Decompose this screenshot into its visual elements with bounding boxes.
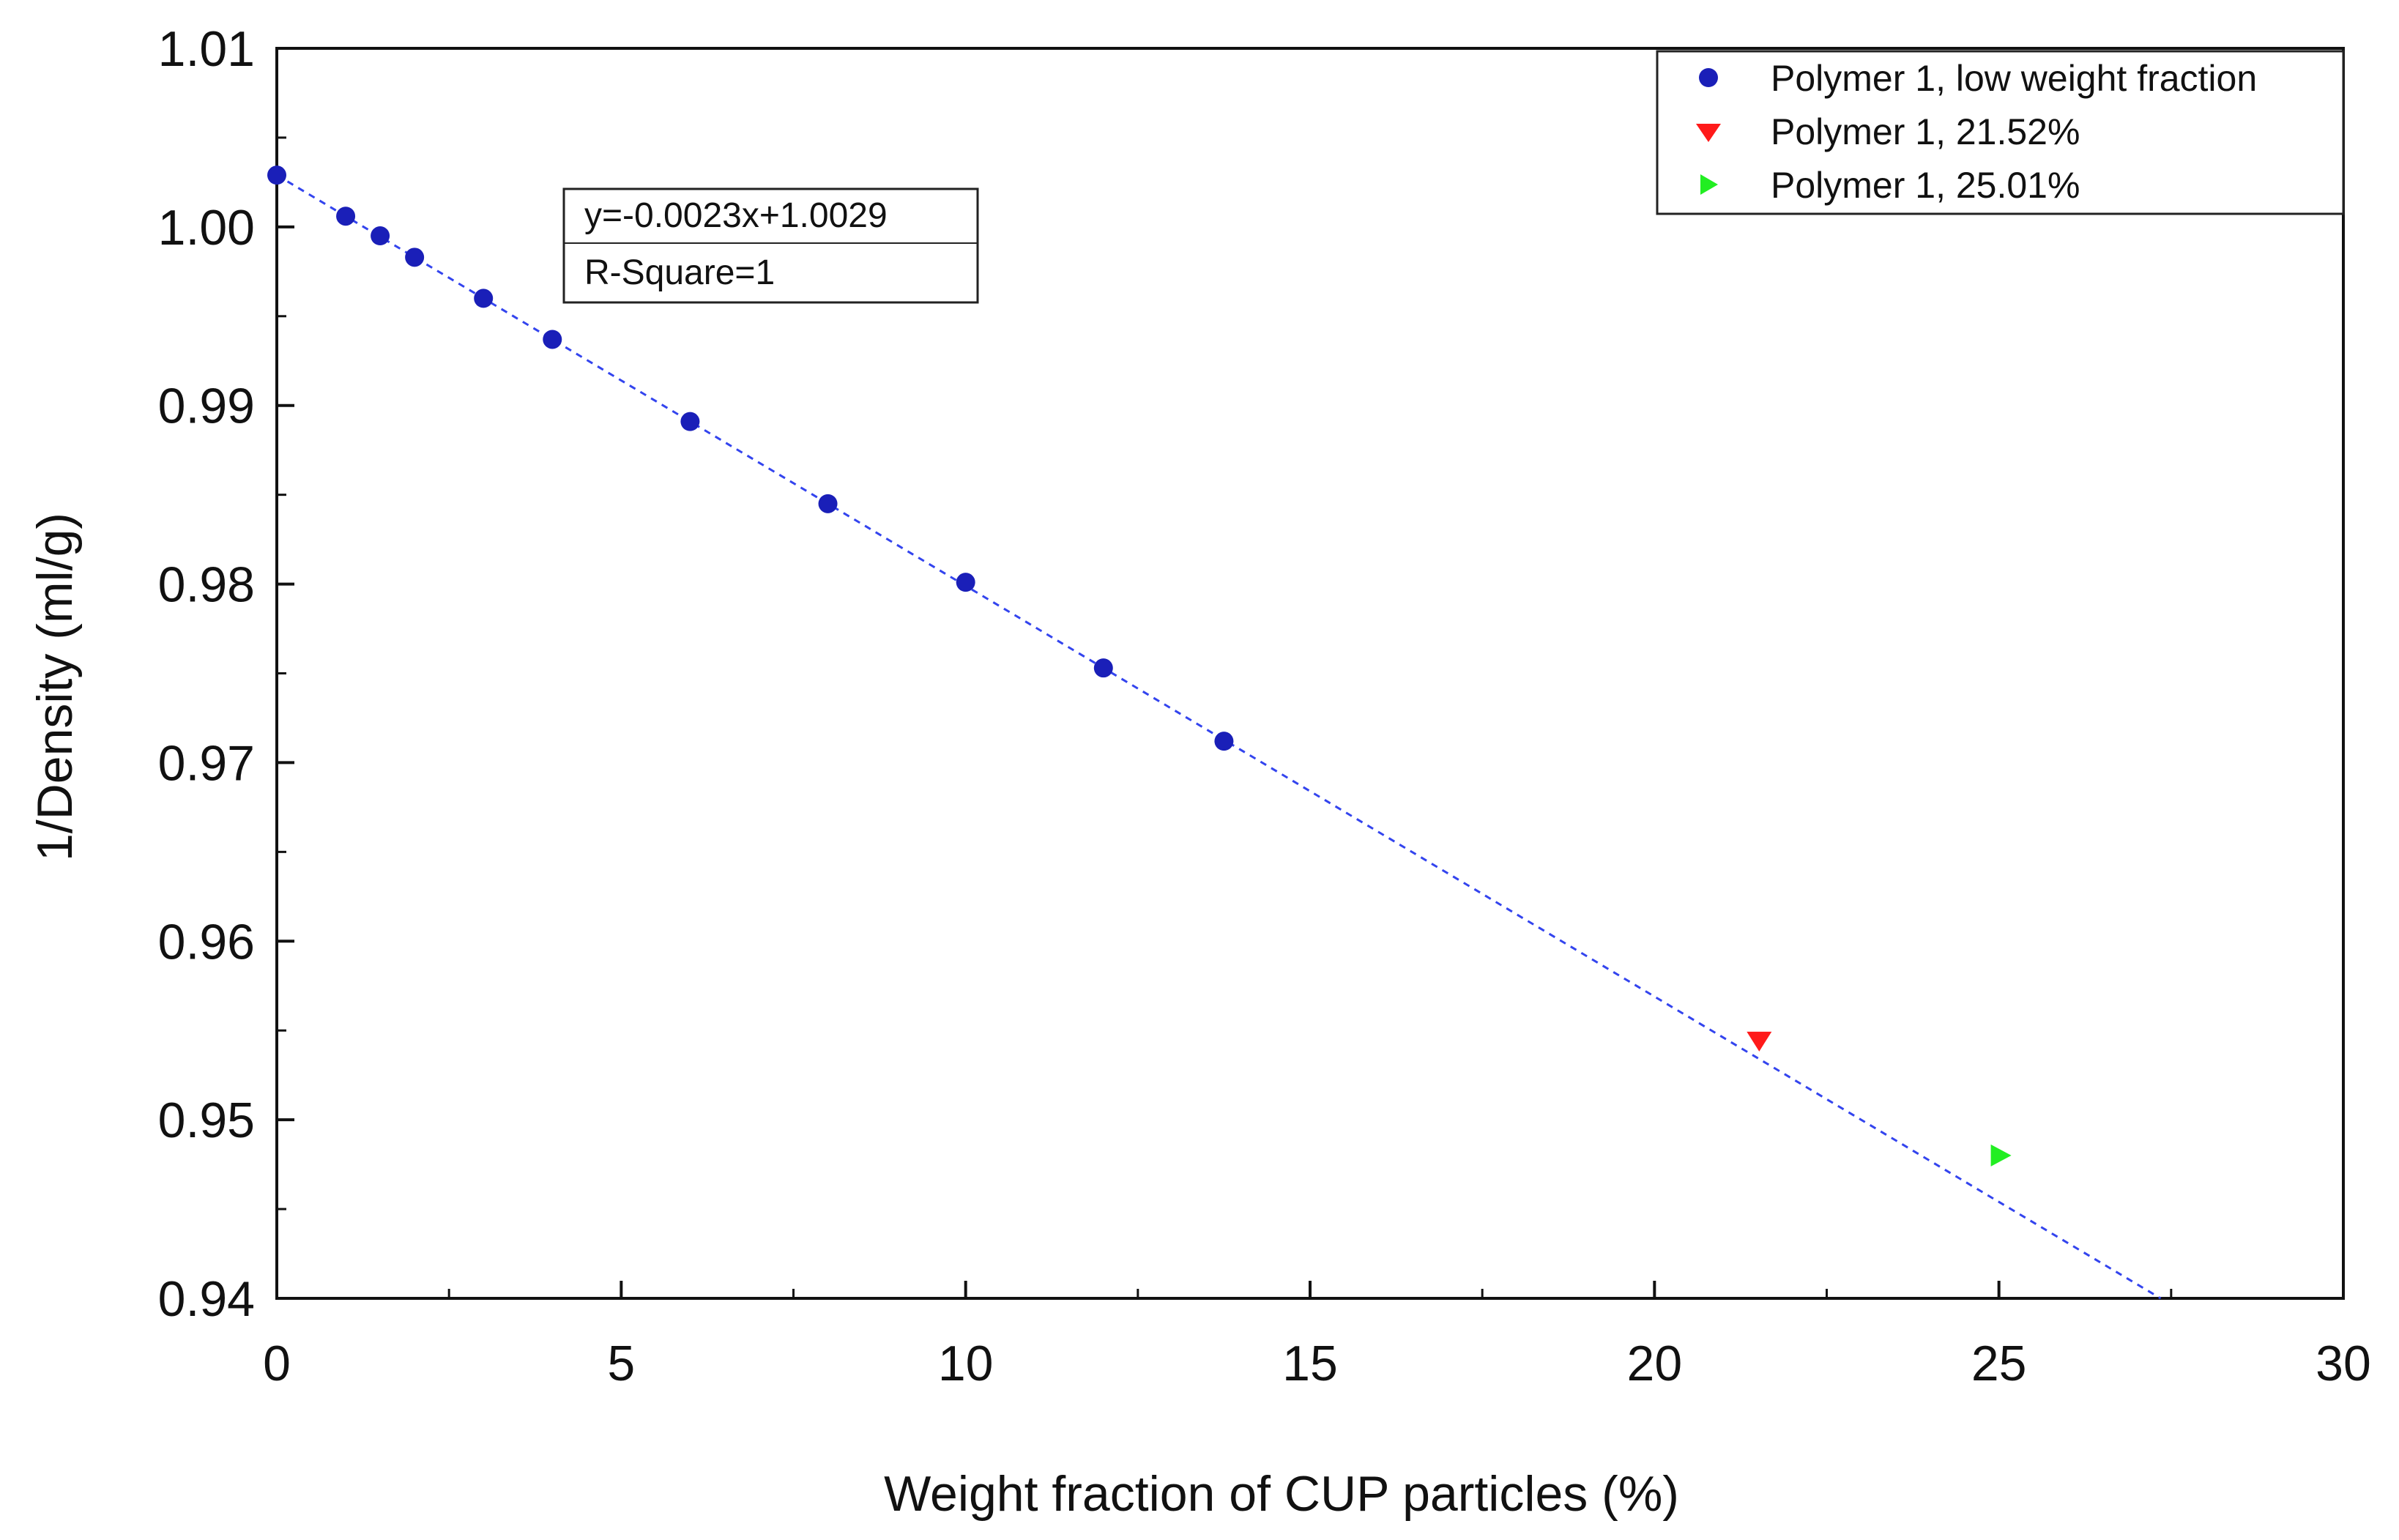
- legend-frame: [1656, 50, 2345, 215]
- y-tick-label: 0.96: [158, 914, 255, 970]
- x-tick-label: 0: [263, 1336, 291, 1391]
- x-tick-label: 15: [1282, 1336, 1338, 1391]
- x-tick-label: 10: [938, 1336, 994, 1391]
- fit-equation-box: y=-0.0023x+1.0029 R-Square=1: [562, 187, 979, 304]
- data-point-low-weight: [474, 289, 494, 308]
- points-layer: [267, 165, 2012, 1167]
- x-tick-label: 20: [1627, 1336, 1683, 1391]
- data-point-21-52: [1747, 1031, 1772, 1052]
- y-tick-label: 0.94: [158, 1271, 255, 1327]
- data-point-low-weight: [543, 330, 562, 349]
- x-axis-title: Weight fraction of CUP particles (%): [884, 1466, 1679, 1522]
- y-tick-label: 0.99: [158, 379, 255, 434]
- data-point-low-weight: [1214, 732, 1234, 751]
- legend-marker-low-weight: [1699, 68, 1718, 87]
- data-point-25-01: [1990, 1144, 2012, 1167]
- fit-box-frame: [562, 187, 979, 304]
- legend-label-21-52: Polymer 1, 21.52%: [1771, 111, 2080, 152]
- legend-marker-21-52: [1696, 124, 1721, 142]
- data-point-low-weight: [371, 226, 390, 246]
- legend-label-low-weight: Polymer 1, low weight fraction: [1771, 58, 2257, 99]
- y-tick-label: 0.98: [158, 557, 255, 613]
- data-point-low-weight: [680, 412, 700, 431]
- y-axis-title: 1/Density (ml/g): [27, 513, 83, 861]
- data-point-low-weight: [1093, 658, 1113, 678]
- data-point-low-weight: [956, 573, 975, 592]
- legend-label-25-01: Polymer 1, 25.01%: [1771, 165, 2080, 206]
- data-point-low-weight: [267, 165, 286, 185]
- legend: Polymer 1, low weight fraction Polymer 1…: [1656, 50, 2345, 215]
- data-point-low-weight: [405, 248, 425, 267]
- fit-r-square: R-Square=1: [584, 253, 775, 292]
- data-point-low-weight: [336, 207, 356, 226]
- x-tick-label: 30: [2316, 1336, 2371, 1391]
- fit-equation: y=-0.0023x+1.0029: [584, 196, 888, 235]
- y-tick-label: 1.01: [158, 21, 255, 77]
- x-tick-label: 5: [607, 1336, 635, 1391]
- y-tick-label: 0.95: [158, 1093, 255, 1148]
- y-tick-label: 0.97: [158, 735, 255, 791]
- data-point-low-weight: [818, 494, 838, 513]
- x-tick-label: 25: [1971, 1336, 2027, 1391]
- axes-layer: 0 5 10 15 20 25 30 0.94 0.95 0.96 0.97 0.98 0.99 1.00…: [158, 21, 2371, 1391]
- legend-marker-25-01: [1700, 174, 1718, 195]
- y-tick-label: 1.00: [158, 200, 255, 256]
